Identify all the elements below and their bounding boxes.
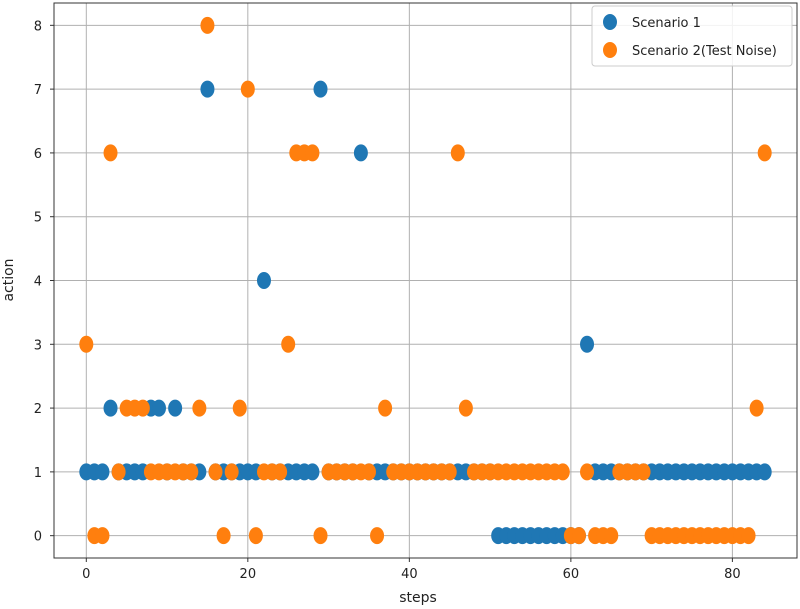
legend: Scenario 1 Scenario 2(Test Noise) [591, 5, 793, 67]
y-tick-label: 0 [34, 530, 42, 545]
point-series-2 [313, 527, 328, 545]
x-axis: 0 20 40 60 80 [82, 558, 741, 582]
point-series-2 [281, 335, 296, 353]
point-series-2 [240, 80, 255, 98]
x-tick-label: 40 [401, 567, 418, 582]
point-series-1 [313, 80, 328, 98]
y-axis: 0 1 2 3 4 5 6 7 8 [34, 19, 54, 545]
y-tick-label: 2 [34, 402, 42, 417]
point-series-2 [636, 463, 651, 481]
point-series-2 [224, 463, 239, 481]
point-series-2 [103, 144, 118, 162]
x-tick-label: 80 [724, 567, 741, 582]
y-axis-label: action [1, 258, 17, 301]
y-tick-label: 4 [34, 275, 42, 290]
point-series-2 [273, 463, 288, 481]
data-points [79, 16, 772, 545]
y-tick-label: 1 [34, 466, 42, 481]
point-series-1 [353, 144, 368, 162]
point-series-2 [442, 463, 457, 481]
point-series-1 [580, 335, 595, 353]
y-tick-label: 8 [34, 19, 42, 34]
point-series-2 [305, 144, 320, 162]
point-series-1 [305, 463, 320, 481]
legend-box [591, 5, 793, 67]
y-tick-label: 3 [34, 338, 42, 353]
point-series-2 [216, 527, 231, 545]
point-series-2 [95, 527, 110, 545]
point-series-2 [135, 399, 150, 417]
legend-marker-scenario-1 [603, 14, 617, 30]
point-series-2 [604, 527, 619, 545]
point-series-2 [741, 527, 756, 545]
point-series-2 [361, 463, 376, 481]
point-series-2 [458, 399, 473, 417]
point-series-2 [450, 144, 465, 162]
point-series-2 [111, 463, 126, 481]
x-tick-label: 60 [563, 567, 580, 582]
point-series-2 [757, 144, 772, 162]
point-series-2 [571, 527, 586, 545]
point-series-2 [79, 335, 94, 353]
point-series-1 [757, 463, 772, 481]
point-series-2 [232, 399, 247, 417]
point-series-1 [256, 272, 271, 289]
y-tick-label: 7 [34, 83, 42, 98]
x-tick-label: 20 [240, 567, 257, 582]
point-series-2 [208, 463, 223, 481]
y-tick-label: 6 [34, 147, 42, 162]
point-series-1 [95, 463, 110, 481]
y-tick-label: 5 [34, 211, 42, 226]
point-series-1 [168, 399, 183, 417]
point-series-2 [192, 399, 207, 417]
point-series-1 [200, 80, 215, 98]
legend-label-scenario-2: Scenario 2(Test Noise) [632, 44, 777, 59]
point-series-2 [248, 527, 263, 545]
point-series-1 [103, 399, 118, 417]
point-series-2 [184, 463, 199, 481]
point-series-2 [749, 399, 764, 417]
legend-marker-scenario-2 [603, 42, 617, 58]
point-series-2 [580, 463, 595, 481]
point-series-2 [555, 463, 570, 481]
point-series-2 [200, 16, 215, 34]
point-series-2 [370, 527, 385, 545]
x-tick-label: 0 [82, 567, 90, 582]
legend-label-scenario-1: Scenario 1 [632, 16, 701, 31]
series-2 [79, 16, 772, 545]
point-series-1 [151, 399, 166, 417]
point-series-2 [378, 399, 393, 417]
x-axis-label: steps [399, 590, 437, 606]
